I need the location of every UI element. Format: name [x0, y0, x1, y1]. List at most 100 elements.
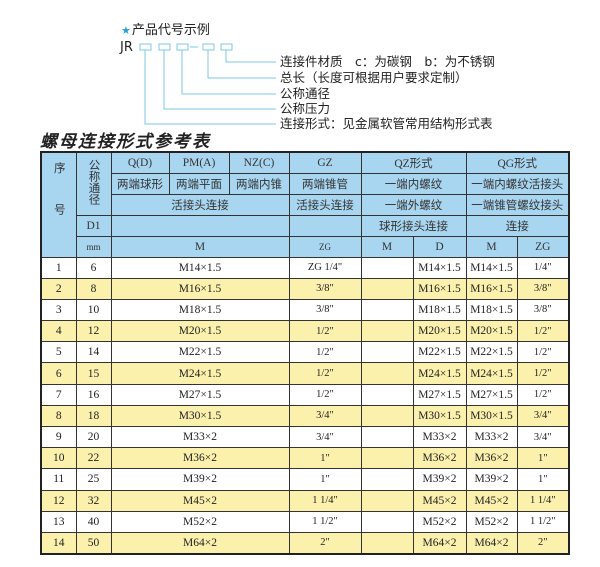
cell-thread-m: M18×1.5 — [110, 298, 290, 322]
table-row: 7 16 M27×1.5 1/2" M27×1.5 M27×1.5 1/2" — [40, 383, 570, 406]
cell-thread-m: M33×2 — [110, 425, 290, 449]
code-example-title-text: 产品代号示例 — [131, 23, 210, 38]
label-length: 总长（长度可根据用户要求定制） — [280, 70, 468, 85]
cell-qg-zg: 1/2" — [516, 383, 570, 406]
cell-nominal-diameter: 22 — [75, 447, 112, 470]
code-example-title: ★产品代号示例 — [121, 19, 210, 38]
cell-qz-m — [360, 256, 414, 279]
cell-qz-m — [360, 320, 414, 343]
cell-qz-d: M33×2 — [412, 425, 467, 449]
cell-nominal-diameter: 40 — [75, 510, 112, 533]
header-live-conn: 活接头连接 — [110, 193, 290, 216]
table-body: 1 6 M14×1.5 ZG 1/4" M14×1.5 M14×1.5 1/4" 2 8 M16×… — [40, 256, 570, 555]
code-box-2 — [158, 43, 171, 51]
cell-thread-m: M27×1.5 — [110, 383, 290, 406]
cell-nominal-diameter: 16 — [75, 383, 112, 406]
cell-qz-m — [360, 298, 414, 322]
label-nominal-pressure: 公称压力 — [280, 101, 331, 116]
header-gz-desc: 两端锥管 — [288, 172, 362, 195]
table-row: 5 14 M22×1.5 1/2" M22×1.5 M22×1.5 1/2" — [40, 341, 570, 364]
cell-thread-zg: 3/8" — [288, 277, 362, 300]
cell-thread-m: M16×1.5 — [110, 277, 290, 300]
cell-nominal-diameter: 50 — [75, 531, 112, 555]
cell-thread-zg: 1 1/2" — [288, 510, 362, 533]
header-empty-2 — [288, 214, 362, 237]
cell-qz-d: M22×1.5 — [412, 341, 467, 364]
cell-qz-d: M14×1.5 — [412, 256, 467, 279]
cell-thread-m: M52×2 — [110, 510, 290, 533]
cell-row-number: 5 — [40, 341, 77, 364]
cell-qg-m: M39×2 — [465, 468, 518, 491]
cell-thread-m: M30×1.5 — [110, 404, 290, 428]
cell-thread-zg: 3/8" — [288, 298, 362, 322]
cell-qg-zg: 1/2" — [516, 341, 570, 364]
header-qz-desc2: 一端外螺纹 — [360, 193, 467, 216]
cell-qz-m — [360, 510, 414, 533]
label-material: 连接件材质 c：为碳钢 b：为不锈钢 — [280, 54, 495, 69]
header-nz-desc: 两端内锥 — [228, 172, 290, 195]
cell-qg-zg: 1/2" — [516, 362, 570, 385]
cell-thread-m: M22×1.5 — [110, 341, 290, 364]
cell-qg-zg: 1" — [516, 447, 570, 470]
header-nz: NZ(C) — [228, 151, 290, 174]
header-gz-conn: 活接头连接 — [288, 193, 362, 216]
code-prefix: JR — [120, 40, 133, 55]
cell-nominal-diameter: 14 — [75, 341, 112, 364]
header-qz-desc1: 一端内螺纹 — [360, 172, 467, 195]
table-row: 13 40 M52×2 1 1/2" M52×2 M52×2 1 1/2" — [40, 510, 570, 533]
table-row: 11 25 M39×2 1" M39×2 M39×2 1" — [40, 468, 570, 491]
table-row: 8 18 M30×1.5 3/4" M30×1.5 M30×1.5 3/4" — [40, 404, 570, 428]
cell-row-number: 11 — [40, 468, 77, 491]
cell-thread-zg: ZG 1/4" — [288, 256, 362, 279]
cell-row-number: 12 — [40, 489, 77, 512]
cell-row-number: 10 — [40, 447, 77, 470]
cell-qg-zg: 1 1/4" — [516, 489, 570, 512]
cell-thread-zg: 3/4" — [288, 404, 362, 428]
cell-qg-m: M22×1.5 — [465, 341, 518, 364]
cell-qg-zg: 3/4" — [516, 404, 570, 428]
code-box-4 — [202, 43, 215, 51]
cell-nominal-diameter: 32 — [75, 489, 112, 512]
cell-qz-m — [360, 362, 414, 385]
cell-qg-m: M52×2 — [465, 510, 518, 533]
cell-qz-m — [360, 383, 414, 406]
table-row: 6 15 M24×1.5 1/2" M24×1.5 M24×1.5 1/2" — [40, 362, 570, 385]
header-m: M — [110, 235, 290, 258]
cell-thread-zg: 1/2" — [288, 320, 362, 343]
cell-thread-zg: 1" — [288, 447, 362, 470]
header-qz-desc3: 球形接头连接 — [360, 214, 467, 237]
code-diagram-lines — [139, 43, 276, 125]
cell-nominal-diameter: 25 — [75, 468, 112, 491]
cell-qg-zg: 1" — [516, 468, 570, 491]
header-qg-desc2: 一端锥管螺纹接头 — [465, 193, 570, 216]
cell-qz-m — [360, 447, 414, 470]
cell-thread-zg: 1 1/4" — [288, 489, 362, 512]
header-q-desc: 两端球形 — [110, 172, 170, 195]
label-connection-type: 连接形式：见金属软管常用结构形式表 — [280, 116, 493, 131]
cell-qz-d: M39×2 — [412, 468, 467, 491]
nut-connection-table: 序号 公称通径 Q(D) PM(A) NZ(C) GZ QZ形式 QG形式 两端… — [40, 151, 570, 555]
cell-thread-m: M39×2 — [110, 468, 290, 491]
table-row: 4 12 M20×1.5 1/2" M20×1.5 M20×1.5 1/2" — [40, 320, 570, 343]
cell-row-number: 2 — [40, 277, 77, 300]
cell-qg-zg: 3/4" — [516, 425, 570, 449]
cell-row-number: 1 — [40, 256, 77, 279]
cell-qz-d: M64×2 — [412, 531, 467, 555]
cell-row-number: 13 — [40, 510, 77, 533]
header-dn: 公称通径 — [75, 151, 112, 216]
code-box-1 — [139, 43, 152, 51]
cell-row-number: 9 — [40, 425, 77, 449]
table-row: 12 32 M45×2 1 1/4" M45×2 M45×2 1 1/4" — [40, 489, 570, 512]
header-qz-m: M — [360, 235, 414, 258]
cell-qz-d: M16×1.5 — [412, 277, 467, 300]
leader-line-1 — [225, 50, 276, 63]
header-qg-desc3: 连接 — [465, 214, 570, 237]
leader-line-4 — [163, 50, 276, 110]
cell-qg-zg: 2" — [516, 531, 570, 555]
cell-nominal-diameter: 8 — [75, 277, 112, 300]
cell-qz-m — [360, 531, 414, 555]
cell-qg-zg: 1/4" — [516, 256, 570, 279]
cell-qg-m: M64×2 — [465, 531, 518, 555]
cell-qg-zg: 1 1/2" — [516, 510, 570, 533]
header-qg: QG形式 — [465, 151, 570, 174]
